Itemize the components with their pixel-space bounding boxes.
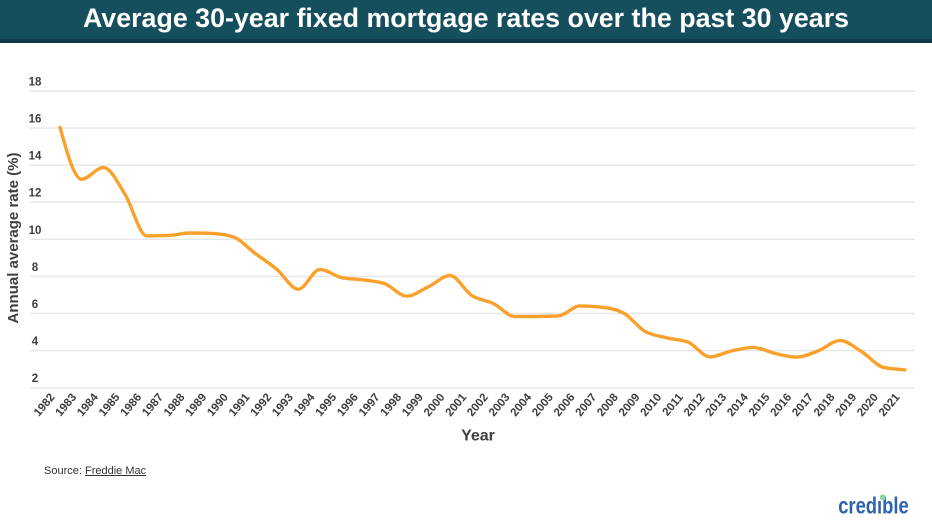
svg-text:2021: 2021 (877, 391, 903, 419)
svg-text:2019: 2019 (834, 392, 860, 419)
svg-text:1993: 1993 (270, 392, 296, 419)
svg-text:2011: 2011 (661, 391, 687, 418)
svg-text:1992: 1992 (249, 392, 275, 419)
svg-text:1991: 1991 (227, 391, 253, 419)
svg-text:2001: 2001 (444, 391, 470, 419)
svg-text:2007: 2007 (574, 392, 600, 419)
svg-text:2014: 2014 (725, 391, 751, 419)
svg-text:2016: 2016 (769, 392, 795, 419)
svg-text:2015: 2015 (747, 391, 773, 419)
svg-text:1984: 1984 (75, 391, 101, 419)
svg-text:1995: 1995 (314, 391, 340, 419)
svg-text:2017: 2017 (790, 392, 816, 419)
svg-text:2: 2 (32, 373, 38, 385)
svg-text:1987: 1987 (140, 392, 166, 419)
svg-text:2009: 2009 (617, 392, 643, 419)
svg-text:4: 4 (32, 336, 39, 348)
svg-text:1988: 1988 (162, 391, 188, 419)
svg-text:Year: Year (461, 428, 495, 445)
svg-text:Annual average rate (%): Annual average rate (%) (5, 153, 22, 324)
svg-text:2006: 2006 (552, 392, 578, 419)
svg-text:2005: 2005 (530, 391, 556, 419)
svg-text:1990: 1990 (205, 392, 231, 419)
svg-text:2012: 2012 (682, 392, 708, 419)
svg-text:2004: 2004 (509, 391, 535, 419)
svg-text:1982: 1982 (32, 392, 58, 419)
svg-text:14: 14 (29, 151, 42, 163)
svg-text:1985: 1985 (97, 391, 123, 419)
svg-text:8: 8 (32, 262, 39, 274)
svg-text:18: 18 (29, 77, 42, 89)
svg-text:2010: 2010 (639, 392, 665, 419)
svg-text:1997: 1997 (357, 392, 383, 419)
svg-text:2013: 2013 (704, 392, 730, 419)
svg-text:16: 16 (29, 114, 42, 126)
svg-text:1999: 1999 (400, 392, 426, 419)
svg-text:1998: 1998 (379, 391, 405, 419)
svg-text:2020: 2020 (855, 392, 881, 419)
svg-text:1994: 1994 (292, 391, 318, 419)
svg-text:2003: 2003 (487, 392, 513, 419)
svg-text:10: 10 (29, 225, 42, 237)
svg-text:1989: 1989 (184, 392, 210, 419)
svg-text:2002: 2002 (465, 392, 491, 419)
svg-text:12: 12 (29, 188, 42, 200)
svg-text:2008: 2008 (595, 391, 621, 419)
svg-text:6: 6 (32, 299, 38, 311)
svg-text:1986: 1986 (119, 392, 145, 419)
svg-text:credıble: credıble (838, 493, 909, 519)
svg-text:2000: 2000 (422, 392, 448, 419)
svg-text:1996: 1996 (335, 392, 361, 419)
svg-text:2018: 2018 (812, 391, 838, 419)
svg-text:1983: 1983 (54, 392, 80, 419)
